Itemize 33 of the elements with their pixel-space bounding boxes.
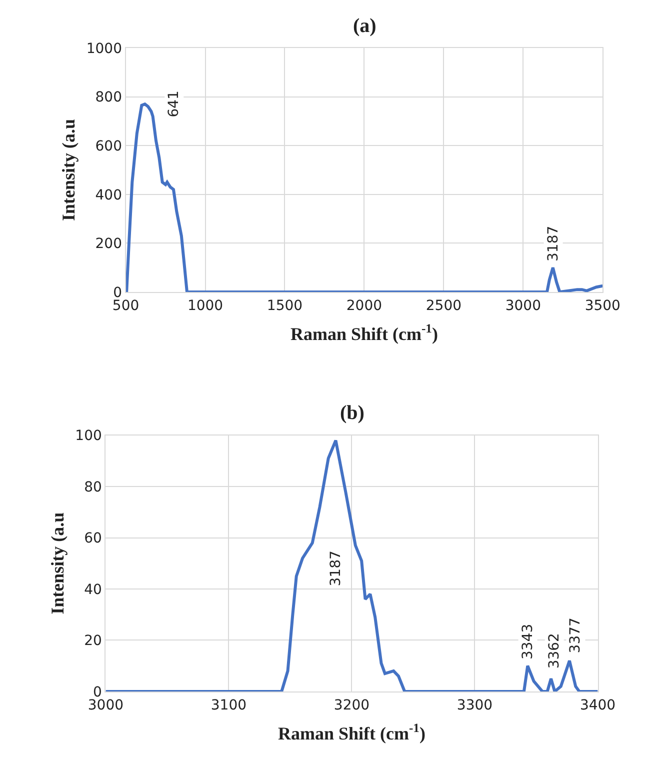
x-tick-label: 3000	[505, 298, 541, 314]
x-axis-title: Raman Shift (cm$^{-1}$)	[290, 321, 438, 344]
x-tick-label: 3200	[334, 697, 370, 714]
x-tick-label: 3300	[456, 697, 493, 714]
y-tick-label: 60	[84, 530, 102, 547]
x-tick-label: 2500	[426, 298, 462, 314]
annotation: 3187	[328, 550, 344, 586]
annotation: 3362	[546, 633, 562, 669]
y-tick-label: 600	[95, 138, 122, 154]
chart-title: (b)	[340, 402, 364, 424]
y-tick-label: 20	[84, 633, 102, 650]
y-tick-label: 200	[95, 236, 122, 252]
line-series	[106, 438, 598, 692]
annotation: 3343	[520, 624, 536, 660]
annotation: 641	[166, 90, 182, 118]
y-axis-title: Intensity (a.u	[58, 118, 79, 221]
annotation: 3187	[545, 226, 562, 262]
x-tick-label: 3500	[584, 298, 620, 314]
x-tick-label: 3400	[580, 697, 616, 714]
y-tick-label: 400	[95, 187, 122, 204]
chart-title: (a)	[353, 15, 376, 37]
y-tick-label: 40	[84, 582, 102, 598]
x-tick-label: 2000	[346, 298, 382, 314]
y-axis-title: Intensity (a.u	[47, 512, 68, 614]
y-tick-label: 100	[75, 428, 102, 444]
y-tick-label: 800	[95, 90, 122, 106]
x-tick-label: 1000	[187, 298, 224, 314]
annotation: 3377	[568, 618, 584, 654]
y-tick-label: 1000	[86, 40, 122, 57]
x-tick-label: 3100	[210, 697, 247, 714]
y-tick-label: 80	[84, 479, 102, 496]
x-tick-label: 1500	[266, 298, 303, 314]
x-axis-title: Raman Shift (cm$^{-1}$)	[278, 720, 426, 744]
